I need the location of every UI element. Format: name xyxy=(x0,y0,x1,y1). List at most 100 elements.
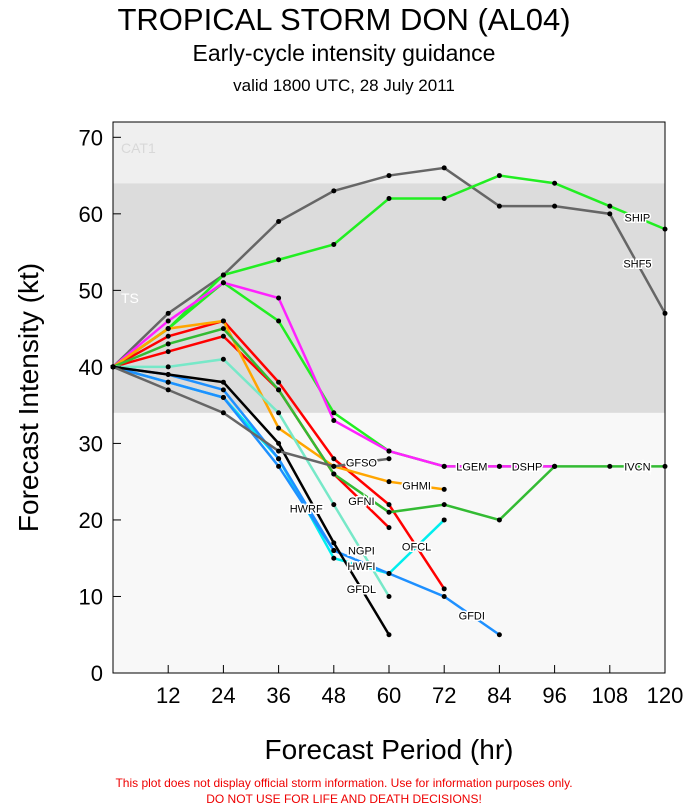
data-point xyxy=(220,356,226,362)
data-point xyxy=(496,632,502,638)
data-point xyxy=(386,571,392,577)
data-point xyxy=(331,410,337,416)
disclaimer: This plot does not display official stor… xyxy=(115,776,573,790)
data-point xyxy=(220,410,226,416)
band-label: CAT1 xyxy=(121,140,156,156)
data-point xyxy=(386,502,392,508)
data-point xyxy=(386,632,392,638)
series-label-shf5: SHF5 xyxy=(623,259,651,271)
band-label: TS xyxy=(121,290,139,306)
data-point xyxy=(607,463,613,469)
data-point xyxy=(331,471,337,477)
data-point xyxy=(276,440,282,446)
series-line-gfso xyxy=(112,365,390,468)
data-point xyxy=(552,180,558,186)
data-point xyxy=(331,540,337,546)
data-point xyxy=(441,486,447,492)
data-point xyxy=(441,165,447,171)
data-point xyxy=(441,196,447,202)
data-point xyxy=(386,173,392,179)
series-label-ofcl: OFCL xyxy=(402,542,431,554)
data-point xyxy=(331,548,337,554)
data-point xyxy=(496,203,502,209)
x-tick-label: 12 xyxy=(156,683,180,708)
data-point xyxy=(276,425,282,431)
series-label-dshp: DSHP xyxy=(512,461,543,473)
data-point xyxy=(220,280,226,286)
data-point xyxy=(165,372,171,378)
data-point xyxy=(165,333,171,339)
data-point xyxy=(441,586,447,592)
data-point xyxy=(441,517,447,523)
series-label-ivcn: IVCN xyxy=(624,461,650,473)
y-tick-label: 10 xyxy=(79,584,103,609)
data-point xyxy=(386,456,392,462)
x-tick-label: 108 xyxy=(591,683,628,708)
data-point xyxy=(331,417,337,423)
y-tick-label: 40 xyxy=(79,355,103,380)
band-cat1 xyxy=(113,122,665,184)
data-point xyxy=(386,479,392,485)
data-point xyxy=(386,509,392,515)
data-point xyxy=(331,241,337,247)
y-tick-label: 70 xyxy=(79,125,103,150)
data-point xyxy=(607,211,613,217)
data-point xyxy=(276,318,282,324)
data-point xyxy=(331,188,337,194)
x-tick-label: 72 xyxy=(432,683,456,708)
series-line-gfdi xyxy=(112,365,501,636)
data-point xyxy=(165,364,171,370)
data-point xyxy=(276,379,282,385)
data-point xyxy=(441,502,447,508)
data-point xyxy=(276,387,282,393)
series-line-gfdl xyxy=(112,365,391,636)
data-point xyxy=(496,517,502,523)
series-label-gfdl: GFDL xyxy=(347,584,376,596)
data-point xyxy=(276,257,282,263)
x-tick-label: 84 xyxy=(487,683,511,708)
data-point xyxy=(165,387,171,393)
chart-title: TROPICAL STORM DON (AL04) xyxy=(117,2,571,37)
y-tick-label: 60 xyxy=(79,202,103,227)
x-tick-label: 96 xyxy=(542,683,566,708)
data-point xyxy=(386,593,392,599)
data-point xyxy=(276,410,282,416)
data-point xyxy=(220,272,226,278)
x-tick-label: 24 xyxy=(211,683,235,708)
data-point xyxy=(331,463,337,469)
data-point xyxy=(276,218,282,224)
disclaimer-warning: DO NOT USE FOR LIFE AND DEATH DECISIONS! xyxy=(206,792,482,806)
data-point xyxy=(552,463,558,469)
y-tick-label: 50 xyxy=(79,278,103,303)
series-label-hwfi: HWFI xyxy=(347,561,375,573)
series-label-ghmi: GHMI xyxy=(402,481,431,493)
data-point xyxy=(276,456,282,462)
data-point xyxy=(165,326,171,332)
data-point xyxy=(552,203,558,209)
data-point xyxy=(496,463,502,469)
series-label-ship: SHIP xyxy=(625,213,651,225)
x-tick-label: 60 xyxy=(377,683,401,708)
data-point xyxy=(496,173,502,179)
y-tick-label: 0 xyxy=(91,661,103,686)
data-point xyxy=(331,502,337,508)
series-label-ngpi: NGPI xyxy=(348,546,375,558)
chart-subtitle: Early-cycle intensity guidance xyxy=(192,40,496,66)
series-label-lgem: LGEM xyxy=(456,461,487,473)
data-point xyxy=(386,525,392,531)
data-point xyxy=(165,341,171,347)
data-point xyxy=(276,295,282,301)
x-tick-label: 120 xyxy=(647,683,684,708)
x-tick-label: 48 xyxy=(322,683,346,708)
series-line-ngpi xyxy=(113,357,391,598)
series-label-hwrf: HWRF xyxy=(290,503,323,515)
data-point xyxy=(220,387,226,393)
data-point xyxy=(331,555,337,561)
series-label-gfso: GFSO xyxy=(346,458,378,470)
y-tick-label: 30 xyxy=(79,431,103,456)
y-axis-label: Forecast Intensity (kt) xyxy=(13,263,44,532)
data-point xyxy=(331,456,337,462)
valid-time: valid 1800 UTC, 28 July 2011 xyxy=(233,76,455,95)
